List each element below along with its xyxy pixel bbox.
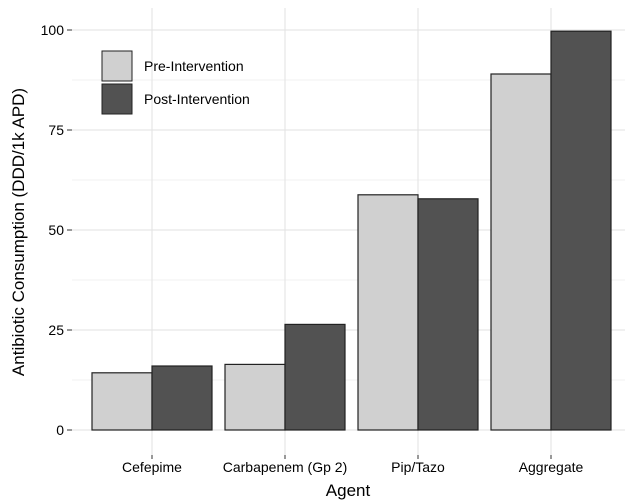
bar-pre-2 — [357, 194, 419, 431]
legend-label-post-intervention: Post-Intervention — [144, 91, 250, 107]
bar-post-2 — [417, 198, 479, 431]
x-tick-label: Cefepime — [122, 459, 182, 475]
y-tick-label: 50 — [48, 222, 64, 238]
x-tick-label: Pip/Tazo — [391, 459, 445, 475]
bar-pre-1 — [224, 363, 286, 431]
bar-post-1 — [284, 323, 346, 431]
y-axis-title: Antibiotic Consumption (DDD/1k APD) — [9, 88, 28, 376]
bars — [91, 30, 612, 431]
y-tick-label: 25 — [48, 322, 64, 338]
bar-pre-0 — [91, 372, 153, 431]
y-tick-label: 0 — [56, 422, 64, 438]
legend-swatch-post-intervention — [101, 83, 133, 115]
x-tick-label: Aggregate — [519, 459, 584, 475]
legend-swatch-pre-intervention — [101, 50, 133, 82]
bar-pre-3 — [490, 73, 552, 431]
y-tick-label: 75 — [48, 122, 64, 138]
legend-label-pre-intervention: Pre-Intervention — [144, 58, 244, 74]
y-tick-label: 100 — [41, 22, 65, 38]
bar-post-0 — [151, 365, 213, 431]
x-tick-label: Carbapenem (Gp 2) — [223, 459, 348, 475]
axes: 0 25 50 75 100 Cefepime Carbapenem (Gp 2) Pip/T… — [41, 22, 584, 475]
bar-post-3 — [550, 30, 612, 431]
legend: Pre-Intervention Post-Intervention — [101, 50, 250, 115]
x-axis-title: Agent — [326, 481, 371, 500]
